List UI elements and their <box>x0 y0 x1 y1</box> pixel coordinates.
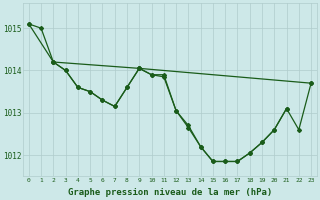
X-axis label: Graphe pression niveau de la mer (hPa): Graphe pression niveau de la mer (hPa) <box>68 188 272 197</box>
